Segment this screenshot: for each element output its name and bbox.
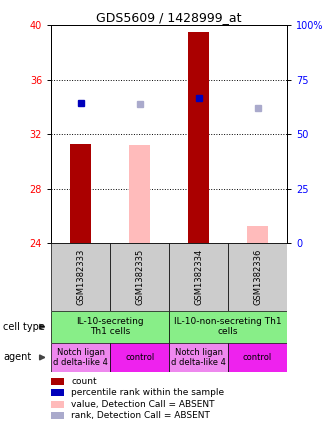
Bar	[129, 145, 150, 243]
Bar	[169, 343, 228, 372]
Text: IL-10-secreting
Th1 cells: IL-10-secreting Th1 cells	[76, 317, 144, 336]
Text: GSM1382336: GSM1382336	[253, 249, 262, 305]
Text: control: control	[243, 353, 272, 362]
Text: value, Detection Call = ABSENT: value, Detection Call = ABSENT	[71, 400, 215, 409]
Bar	[110, 243, 169, 311]
Bar	[169, 243, 228, 311]
Bar	[51, 412, 64, 419]
Bar	[51, 311, 169, 343]
Bar	[51, 343, 110, 372]
Text: agent: agent	[3, 352, 32, 363]
Bar	[228, 343, 287, 372]
Bar	[247, 225, 268, 243]
Text: count: count	[71, 377, 97, 386]
Bar	[169, 311, 287, 343]
Text: IL-10-non-secreting Th1
cells: IL-10-non-secreting Th1 cells	[174, 317, 282, 336]
Title: GDS5609 / 1428999_at: GDS5609 / 1428999_at	[96, 11, 242, 24]
Bar	[51, 401, 64, 408]
Bar	[188, 32, 209, 243]
Bar	[110, 343, 169, 372]
Bar	[51, 389, 64, 396]
Text: cell type: cell type	[3, 322, 45, 332]
Bar	[51, 243, 110, 311]
Text: Notch ligan
d delta-like 4: Notch ligan d delta-like 4	[171, 348, 226, 367]
Text: percentile rank within the sample: percentile rank within the sample	[71, 388, 224, 397]
Bar	[70, 144, 91, 243]
Text: control: control	[125, 353, 154, 362]
Text: GSM1382333: GSM1382333	[76, 249, 85, 305]
Text: rank, Detection Call = ABSENT: rank, Detection Call = ABSENT	[71, 411, 210, 420]
Text: Notch ligan
d delta-like 4: Notch ligan d delta-like 4	[53, 348, 108, 367]
Text: GSM1382334: GSM1382334	[194, 249, 203, 305]
Bar	[228, 243, 287, 311]
Text: GSM1382335: GSM1382335	[135, 249, 144, 305]
Bar	[51, 378, 64, 385]
